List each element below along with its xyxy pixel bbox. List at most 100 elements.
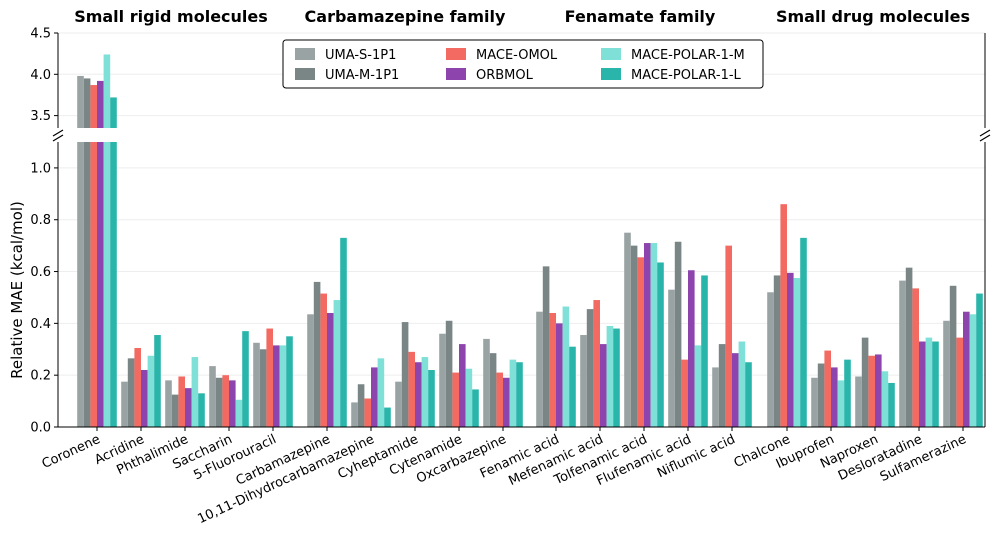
bar (77, 142, 84, 427)
y-tick-label: 3.5 (30, 109, 51, 124)
bar (496, 372, 503, 427)
bar (178, 376, 185, 427)
y-tick-label: 0.4 (30, 317, 51, 332)
bar (556, 323, 563, 427)
bar (811, 377, 818, 427)
y-tick-label: 4.5 (30, 27, 51, 42)
bar (364, 398, 371, 427)
bar (943, 320, 950, 427)
bar (674, 241, 682, 427)
bar (415, 362, 422, 427)
bar (624, 232, 631, 427)
legend-box (282, 39, 764, 89)
bar (259, 349, 267, 427)
bar (881, 371, 889, 427)
bar (888, 382, 895, 427)
bar (600, 344, 607, 427)
bar (569, 346, 576, 427)
bar (242, 331, 249, 427)
bar (875, 354, 882, 427)
bar (333, 300, 341, 427)
bar (127, 358, 135, 427)
legend-label: MACE-POLAR-1-L (631, 68, 742, 83)
bar (701, 275, 708, 427)
bar (439, 333, 446, 427)
bars (77, 54, 983, 427)
bar (593, 300, 600, 427)
y-ticks: 0.0 0.2 0.4 0.6 0.8 1.0 3.5 4.0 4.5 (30, 27, 964, 436)
bar (861, 337, 869, 427)
bar (516, 362, 523, 427)
bar (171, 394, 179, 427)
bar-upper (90, 85, 97, 128)
bar (613, 328, 620, 427)
bar (191, 357, 199, 427)
x-tick-label: Coronene (40, 432, 103, 472)
bar (949, 285, 957, 427)
bar (780, 204, 787, 427)
bar (141, 370, 148, 427)
legend: UMA-S-1P1 UMA-M-1P1 MACE-OMOL ORBMOL MACE-PO… (282, 39, 764, 89)
bar (668, 289, 675, 427)
bar (688, 270, 695, 427)
bar (800, 237, 807, 427)
bar (235, 399, 243, 427)
bar (90, 142, 97, 427)
bar (384, 407, 391, 427)
bar (253, 342, 260, 427)
bar (110, 142, 117, 427)
bar (266, 328, 273, 427)
bar (681, 359, 688, 427)
bar (718, 344, 726, 427)
bar (459, 344, 466, 427)
legend-swatch (601, 48, 621, 60)
bar (103, 142, 111, 427)
legend-swatch (446, 48, 466, 60)
bar (313, 281, 321, 427)
legend-swatch (601, 68, 621, 80)
bar-upper (97, 80, 104, 128)
bar (932, 341, 939, 427)
bar (503, 377, 510, 427)
bar (351, 402, 358, 427)
bar (401, 322, 409, 427)
bar (408, 351, 415, 427)
bar (377, 358, 385, 427)
bar (899, 280, 906, 427)
y-tick-label: 0.2 (30, 369, 51, 384)
bar (509, 359, 517, 427)
group-title: Fenamate family (565, 7, 716, 26)
axis-break-mark (979, 129, 991, 137)
bar (868, 355, 875, 427)
bar (976, 293, 983, 427)
bar (630, 245, 638, 427)
bar (905, 267, 913, 427)
bar (732, 353, 739, 427)
bar (121, 381, 128, 427)
bar (837, 380, 845, 427)
legend-label: UMA-S-1P1 (325, 48, 396, 63)
axis-break-mark (52, 134, 64, 142)
x-tick-labels: CoroneneAcridinePhthalimideSaccharin5-Fl… (40, 432, 969, 527)
y-tick-label: 0.8 (30, 213, 51, 228)
bar (637, 257, 644, 427)
group-titles: Small rigid molecules Carbamazepine famil… (74, 7, 970, 26)
bar (586, 309, 594, 427)
legend-label: ORBMOL (476, 68, 534, 83)
bar (855, 376, 862, 427)
bar (395, 381, 402, 427)
bar-upper (110, 97, 117, 128)
bar (154, 335, 161, 427)
bar (222, 375, 229, 427)
bar (327, 313, 334, 427)
bar (773, 275, 781, 427)
bar (536, 311, 543, 427)
legend-label: MACE-POLAR-1-M (631, 48, 745, 63)
bar (580, 335, 587, 427)
bar (286, 336, 293, 427)
legend-swatch (295, 68, 315, 80)
bar (371, 367, 378, 427)
legend-swatch (295, 48, 315, 60)
bar (694, 345, 702, 427)
